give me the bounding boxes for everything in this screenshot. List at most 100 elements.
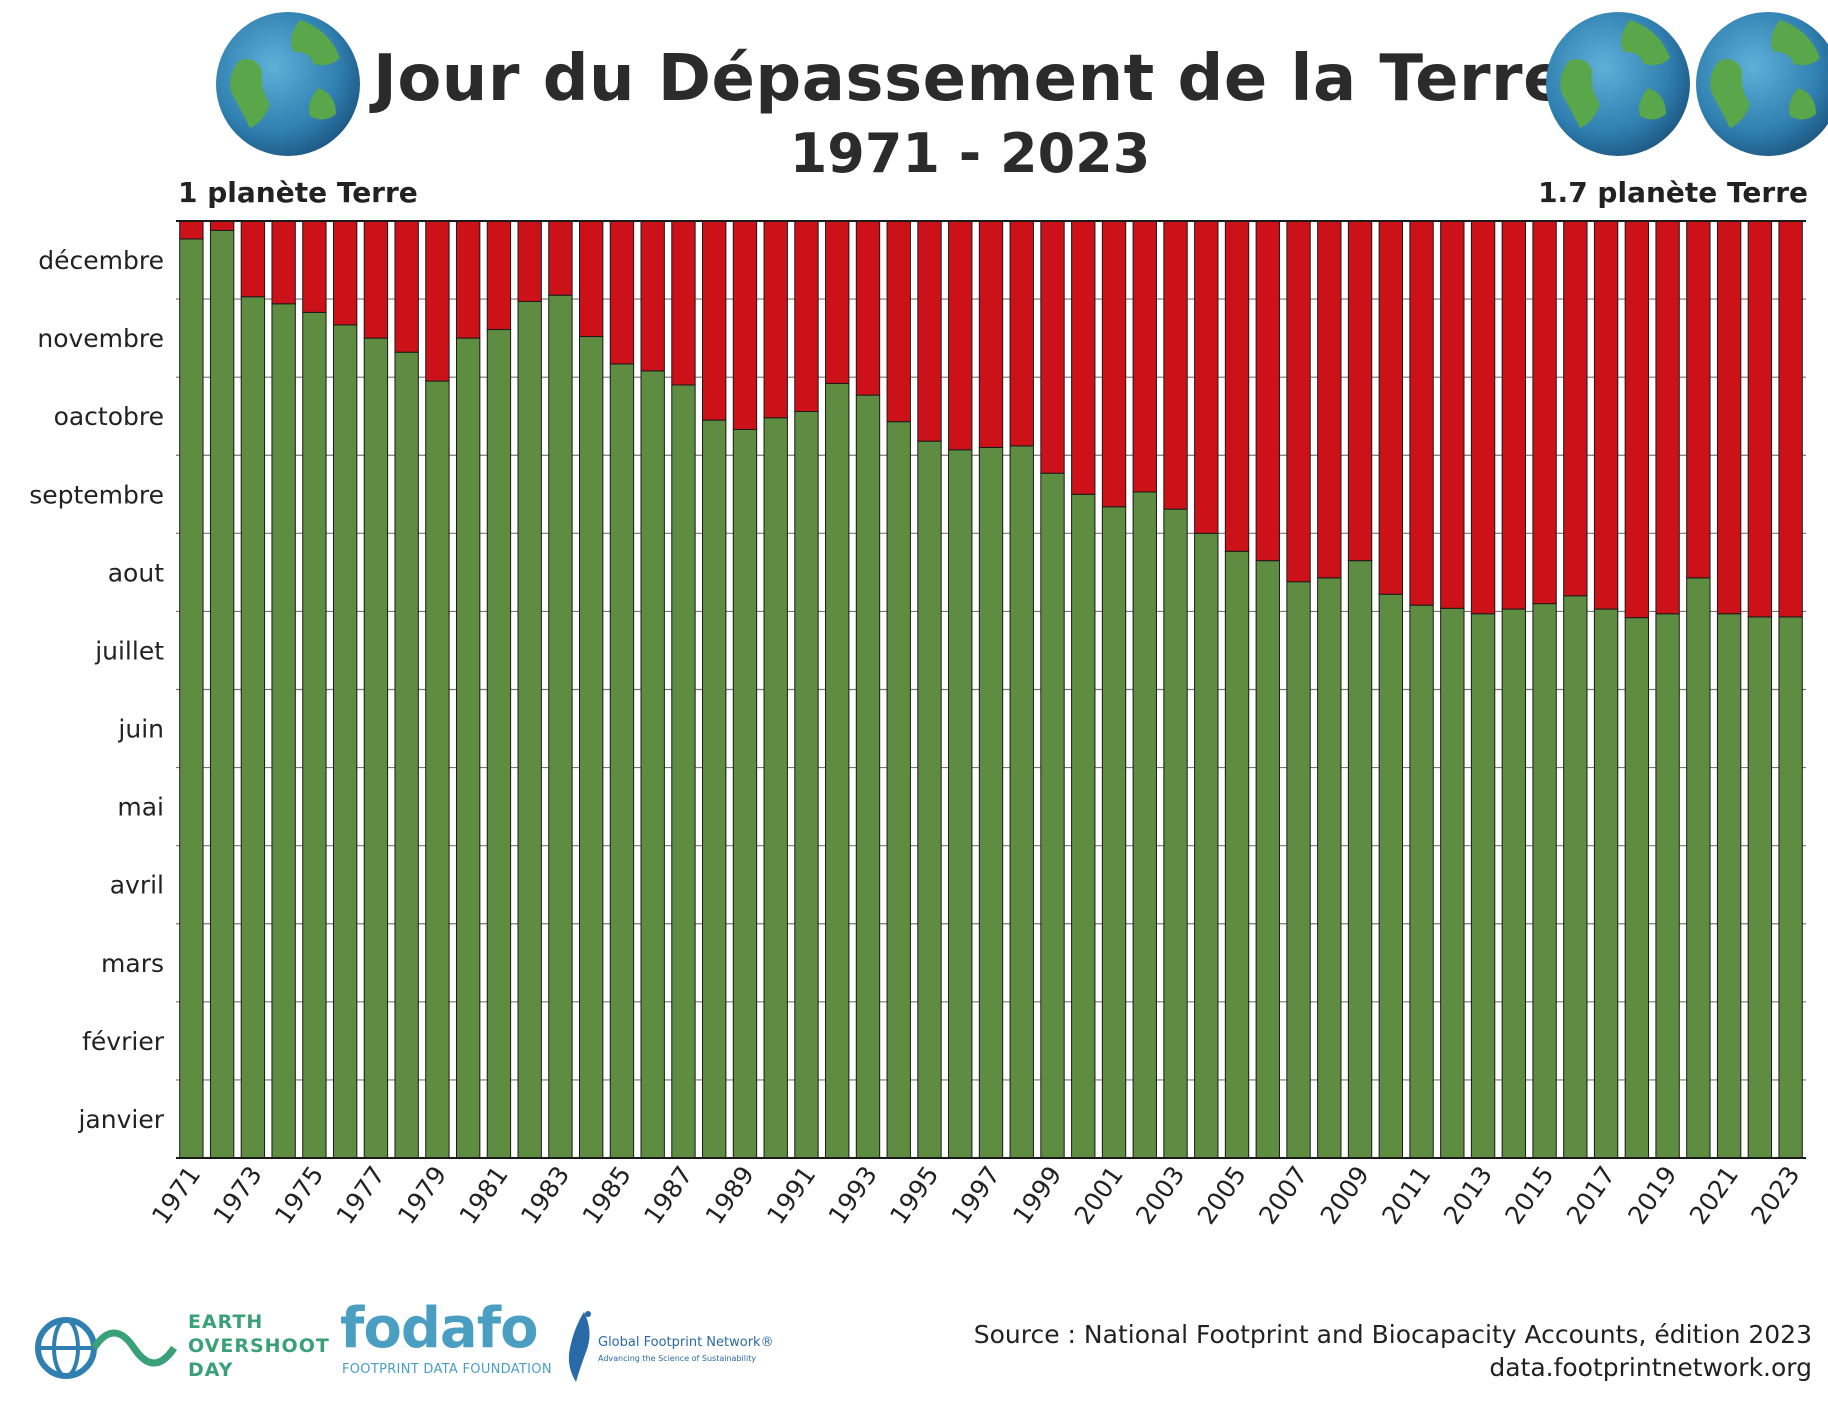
x-tick-label: 1979: [392, 1161, 452, 1230]
y-tick-label: juin: [117, 715, 164, 744]
bar-segment-green-2023: [1778, 616, 1803, 1159]
y-tick-label: février: [82, 1027, 165, 1056]
x-tick-label: 2005: [1192, 1161, 1252, 1230]
bar-segment-red-1982: [517, 220, 542, 302]
bar-segment-green-2015: [1532, 603, 1557, 1159]
bar-segment-green-1980: [455, 337, 481, 1159]
bar-segment-green-2018: [1624, 617, 1650, 1159]
bar-segment-green-2010: [1378, 593, 1403, 1159]
right-planet-label: 1.7 planète Terre: [1538, 176, 1808, 209]
y-axis-labels: janvier février mars avril mai juin juillet aou…: [29, 246, 165, 1134]
bar-segment-red-2016: [1563, 220, 1588, 597]
bar-segment-red-2018: [1624, 220, 1650, 619]
y-tick-label: janvier: [77, 1105, 164, 1134]
x-tick-label: 1993: [823, 1161, 883, 1230]
x-tick-label: 2009: [1315, 1161, 1375, 1230]
bar-segment-red-1984: [579, 220, 604, 338]
bar-segment-green-2021: [1716, 613, 1742, 1159]
bar-segment-green-2013: [1470, 613, 1496, 1159]
bar-segment-green-1978: [394, 351, 419, 1159]
bar-segment-green-2009: [1347, 560, 1373, 1159]
y-tick-label: avril: [110, 871, 164, 900]
bar-segment-green-1979: [425, 380, 450, 1159]
bar-segment-green-1982: [517, 300, 542, 1159]
x-tick-label: 2015: [1499, 1161, 1559, 1230]
bar-segment-red-2013: [1470, 220, 1496, 615]
x-tick-label: 1973: [208, 1161, 268, 1230]
bar-segment-red-1990: [763, 220, 788, 419]
left-planet-label: 1 planète Terre: [178, 176, 418, 209]
bar-segment-green-1989: [732, 428, 758, 1159]
globe-icon: [1696, 12, 1828, 156]
y-tick-label: septembre: [29, 480, 164, 509]
bar-segment-red-2020: [1686, 220, 1711, 579]
x-tick-label: 2011: [1376, 1161, 1436, 1230]
bar-segment-red-2003: [1163, 220, 1188, 510]
bar-segment-red-1986: [640, 220, 665, 372]
x-tick-label: 1987: [638, 1161, 698, 1230]
bar-segment-green-1976: [332, 324, 358, 1159]
earth-overshoot-day-logo: [35, 1317, 177, 1379]
bar-segment-red-2014: [1501, 220, 1527, 610]
bar-segment-green-2014: [1501, 608, 1527, 1159]
bar-segment-red-1998: [1009, 220, 1034, 447]
bar-segment-green-1975: [302, 311, 327, 1159]
bar-segment-green-2006: [1255, 560, 1280, 1159]
bar-segment-red-1995: [917, 220, 942, 442]
source-url: data.footprintnetwork.org: [1489, 1353, 1812, 1382]
bar-segment-green-1997: [978, 446, 1004, 1159]
bar-segment-green-1983: [548, 294, 573, 1159]
bar-segment-green-1999: [1040, 472, 1065, 1159]
x-tick-label: 1991: [761, 1161, 821, 1230]
x-tick-label: 2021: [1684, 1161, 1744, 1230]
bar-segment-green-1990: [763, 417, 788, 1159]
bar-segment-red-1972: [209, 220, 235, 231]
footprint-icon: [568, 1311, 591, 1382]
bar-segment-green-1981: [486, 329, 512, 1159]
bar-segment-red-1988: [702, 220, 727, 421]
x-tick-label: 2023: [1745, 1161, 1805, 1230]
y-tick-label: décembre: [38, 246, 164, 275]
bar-segment-green-1973: [240, 296, 266, 1159]
bar-segment-green-1994: [886, 421, 911, 1159]
x-tick-label: 2017: [1561, 1161, 1621, 1230]
bar-segment-red-2019: [1655, 220, 1680, 615]
bar-segment-red-2010: [1378, 220, 1403, 595]
bar-segment-red-1994: [886, 220, 911, 423]
bar-segment-green-1992: [825, 382, 850, 1159]
x-tick-label: 1997: [946, 1161, 1006, 1230]
x-tick-label: 2003: [1130, 1161, 1190, 1230]
bar-segment-red-2006: [1255, 220, 1280, 562]
bar-segment-red-2001: [1101, 220, 1127, 508]
bar-segment-green-2002: [1132, 491, 1157, 1159]
bar-segment-red-1983: [548, 220, 573, 296]
y-tick-label: juillet: [94, 636, 164, 665]
y-tick-label: mars: [101, 949, 164, 978]
x-axis-labels: 1971 1973 1975 1977 1979 1981 1983 1985 1987 1989…: [146, 1161, 1805, 1230]
bar-segment-red-1991: [794, 220, 819, 413]
bar-segment-green-2022: [1747, 616, 1773, 1159]
bar-segment-green-1971: [179, 238, 204, 1159]
x-tick-label: 1971: [146, 1161, 206, 1230]
x-tick-label: 1977: [331, 1161, 391, 1230]
bar-segment-red-1971: [179, 220, 204, 240]
bar-segment-green-1991: [794, 411, 819, 1159]
bar-segment-red-2004: [1194, 220, 1219, 534]
bar-segment-green-2000: [1071, 493, 1096, 1159]
bar-segment-red-2015: [1532, 220, 1557, 605]
bar-segment-red-2002: [1132, 220, 1157, 493]
globe-icon: [1546, 12, 1690, 156]
bar-segment-red-1975: [302, 220, 327, 313]
gfn-tagline: Advancing the Science of Sustainability: [598, 1354, 757, 1363]
x-tick-label: 1981: [454, 1161, 514, 1230]
bar-segment-red-1978: [394, 220, 419, 353]
bar-segment-green-1996: [948, 449, 973, 1159]
bar-segment-green-1987: [671, 384, 696, 1159]
bar-segment-green-2001: [1101, 506, 1127, 1159]
bar-segment-red-2021: [1716, 220, 1742, 615]
bar-segment-red-1989: [732, 220, 758, 430]
bar-segment-red-2008: [1317, 220, 1342, 579]
bar-segment-green-2004: [1194, 532, 1219, 1159]
bar-segment-green-1977: [363, 337, 389, 1159]
